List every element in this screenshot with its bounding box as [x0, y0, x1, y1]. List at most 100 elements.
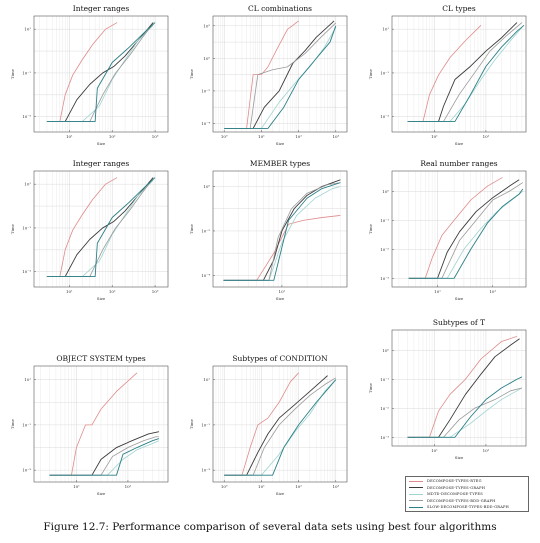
- chart-title: OBJECT SYSTEM types: [56, 354, 146, 363]
- series-line: [224, 25, 337, 129]
- series-line: [224, 372, 299, 476]
- y-tick-label: 10¹: [24, 182, 31, 187]
- y-axis-label: Time: [189, 418, 194, 429]
- plot-frame: [391, 15, 527, 133]
- series-line: [407, 22, 518, 123]
- y-tick-label: 10⁻³: [380, 435, 389, 440]
- legend-label: SLOW-DECOMPOSE-TYPES-BDD-GRAPH: [427, 505, 509, 509]
- y-tick-label: 10⁻²: [201, 88, 210, 93]
- legend: DECOMPOSE-TYPES-RTEG DECOMPOSE-TYPES-GRA…: [405, 476, 529, 512]
- series-line: [46, 177, 118, 277]
- y-tick-label: 10⁰: [203, 184, 210, 189]
- x-tick-label: 10⁰: [221, 134, 228, 139]
- figure-caption: Figure 12.7: Performance comparison of s…: [43, 521, 497, 533]
- chart-title: Subtypes of T: [433, 318, 485, 327]
- y-tick-label: 10⁻³: [380, 114, 389, 119]
- y-tick-label: 10⁻³: [22, 468, 31, 473]
- legend-item: DECOMPOSE-TYPES-RTEG: [409, 478, 527, 484]
- y-tick-label: 10⁰: [203, 56, 210, 61]
- x-tick-label: 10²: [489, 289, 496, 294]
- y-tick-label: 10⁻¹: [380, 218, 389, 223]
- series-line: [49, 431, 160, 476]
- chart-panel-3: CL types 10¹ 10² 10⁻³ 10⁻¹ 10¹ Size Time: [362, 2, 532, 150]
- series-line: [224, 379, 337, 476]
- legend-swatch: [409, 480, 423, 482]
- series-line: [224, 20, 335, 129]
- x-tick-label: 10²: [109, 289, 116, 294]
- series-line: [407, 336, 518, 438]
- x-axis-label: Size: [276, 141, 285, 146]
- grid: [392, 330, 527, 446]
- y-tick-label: 10⁻³: [22, 269, 31, 274]
- chart-title: Real number ranges: [420, 159, 497, 168]
- y-tick-label: 10¹: [24, 27, 31, 32]
- y-tick-label: 10⁻¹: [22, 225, 31, 230]
- series-line: [46, 177, 156, 278]
- legend-item: DECOMPOSE-TYPES-BDD-GRAPH: [409, 498, 527, 504]
- chart-svg: CL types 10¹ 10² 10⁻³ 10⁻¹ 10¹ Size Time: [368, 4, 527, 146]
- x-axis-label: Size: [455, 455, 464, 460]
- series-line: [407, 22, 523, 122]
- y-tick-label: 10⁻²: [201, 228, 210, 233]
- y-tick-label: 10⁻³: [22, 114, 31, 119]
- y-tick-label: 10⁻⁴: [201, 121, 210, 126]
- x-axis-label: Size: [455, 296, 464, 301]
- x-axis-label: Size: [97, 141, 106, 146]
- x-tick-label: 10¹: [431, 134, 438, 139]
- series-line: [408, 182, 524, 279]
- chart-svg: Subtypes of T 10¹ 10² 10⁻³ 10⁻² 10⁻¹ 10⁰ Size Ti…: [368, 318, 527, 460]
- series-line: [46, 177, 154, 278]
- chart-svg: MEMBER types 10¹ 10⁻⁴ 10⁻² 10⁰ Size Time: [189, 159, 348, 301]
- y-axis-label: Time: [189, 223, 194, 234]
- x-tick-label: 10²: [295, 134, 302, 139]
- y-tick-label: 10⁻¹: [380, 70, 389, 75]
- legend-item: MDTD-DECOMPOSE-TYPES: [409, 491, 527, 497]
- x-tick-label: 10⁰: [221, 484, 228, 489]
- series-line: [224, 377, 337, 476]
- series-line: [408, 179, 520, 279]
- grid: [212, 16, 348, 132]
- x-axis-label: Size: [455, 141, 464, 146]
- chart-panel-8: Subtypes of CONDITION 10⁰ 10¹ 10² 10³ 10⁻³ 10⁻…: [183, 352, 353, 500]
- plot-frame: [391, 170, 527, 288]
- series-line: [224, 379, 337, 476]
- y-tick-label: 10⁻³: [201, 468, 210, 473]
- chart-panel-7: OBJECT SYSTEM types 10¹ 10² 10⁻³ 10⁻¹ 10¹ Size…: [4, 352, 174, 500]
- series-line: [223, 182, 341, 281]
- x-tick-label: 10²: [295, 484, 302, 489]
- x-tick-label: 10¹: [258, 134, 265, 139]
- chart-panel-4: Integer ranges 10¹ 10² 10³ 10⁻³ 10⁻¹ 10¹ Size Ti…: [4, 157, 174, 305]
- y-tick-label: 10⁰: [382, 348, 389, 353]
- x-tick-label: 10¹: [73, 484, 80, 489]
- series-line: [46, 22, 156, 123]
- chart-title: Integer ranges: [73, 4, 130, 13]
- chart-title: Subtypes of CONDITION: [232, 354, 328, 363]
- y-axis-label: Time: [10, 68, 15, 79]
- legend-label: DECOMPOSE-TYPES-RTEG: [427, 479, 482, 483]
- chart-title: CL combinations: [248, 4, 312, 13]
- chart-title: Integer ranges: [73, 159, 130, 168]
- x-tick-label: 10³: [332, 134, 339, 139]
- x-tick-label: 10¹: [434, 289, 441, 294]
- y-axis-label: Time: [10, 223, 15, 234]
- series-line: [49, 372, 138, 476]
- series-line: [224, 20, 299, 129]
- y-tick-label: 10⁻¹: [22, 70, 31, 75]
- y-tick-label: 10⁻⁴: [201, 273, 210, 278]
- plot-frame: [212, 15, 348, 133]
- chart-svg: Real number ranges 10¹ 10² 10⁻³ 10⁻² 10⁻¹ 10⁰ S…: [368, 159, 527, 301]
- x-tick-label: 10²: [483, 134, 490, 139]
- series-line: [49, 436, 159, 476]
- series-line: [407, 24, 525, 123]
- x-axis-label: Size: [276, 491, 285, 496]
- y-tick-label: 10¹: [24, 377, 31, 382]
- series-line: [407, 338, 520, 438]
- y-tick-label: 10¹: [203, 377, 210, 382]
- chart-svg: CL combinations 10⁰ 10¹ 10² 10³ 10⁻⁴ 10⁻² 10⁰ 10…: [189, 4, 348, 146]
- series-line: [408, 188, 524, 279]
- series-line: [407, 376, 523, 438]
- series-line: [224, 22, 337, 129]
- series-line: [407, 25, 482, 122]
- legend-swatch: [409, 493, 423, 495]
- x-axis-label: Size: [97, 296, 106, 301]
